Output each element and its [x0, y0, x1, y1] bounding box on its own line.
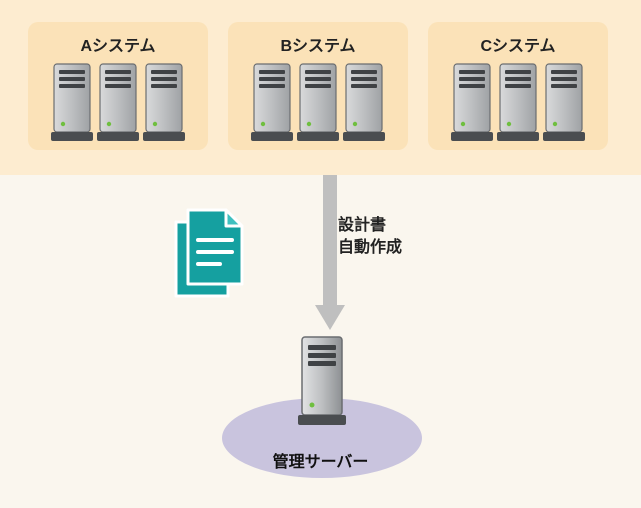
- arrow-label: 設計書 自動作成: [338, 215, 402, 260]
- management-label: 管理サーバー: [0, 448, 641, 472]
- server-icon: [543, 62, 585, 144]
- system-box: Cシステム: [428, 22, 608, 150]
- system-label: Cシステム: [428, 32, 608, 56]
- system-box: Bシステム: [228, 22, 408, 150]
- server-icon: [51, 62, 93, 144]
- system-label: Aシステム: [28, 32, 208, 56]
- servers-row: [228, 62, 408, 144]
- document-icon: [170, 208, 250, 300]
- server-icon: [451, 62, 493, 144]
- system-label: Bシステム: [228, 32, 408, 56]
- server-icon: [343, 62, 385, 144]
- server-icon: [97, 62, 139, 144]
- server-icon: [497, 62, 539, 144]
- servers-row: [428, 62, 608, 144]
- arrow-label-line2: 自動作成: [338, 239, 402, 256]
- servers-row: [28, 62, 208, 144]
- system-box: Aシステム: [28, 22, 208, 150]
- server-icon: [251, 62, 293, 144]
- arrow-label-line1: 設計書: [338, 217, 386, 234]
- management-server-icon: [298, 335, 346, 427]
- server-icon: [143, 62, 185, 144]
- server-icon: [297, 62, 339, 144]
